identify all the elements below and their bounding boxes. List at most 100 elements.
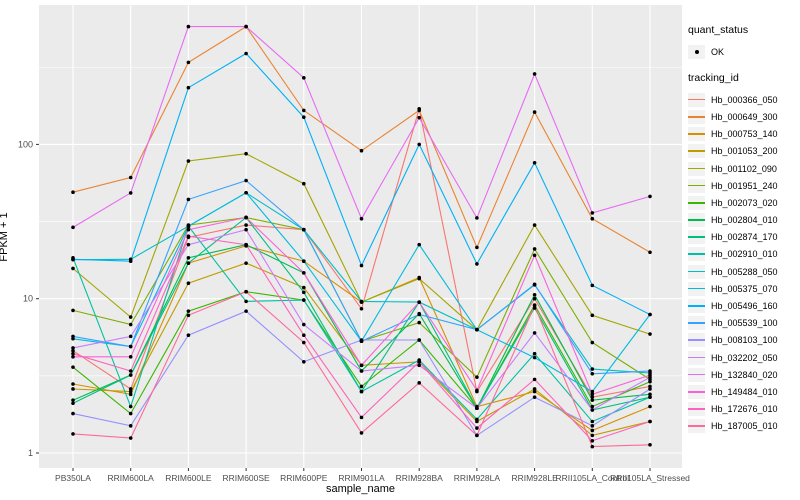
x-tick-label: RRIM600LE (165, 473, 212, 483)
data-point (359, 307, 364, 311)
data-point (590, 392, 595, 397)
data-point (475, 406, 479, 411)
data-point (302, 115, 306, 120)
data-point (128, 191, 133, 195)
x-tick-label: RRIM600LA (108, 473, 155, 483)
data-point (244, 242, 248, 247)
data-point (71, 190, 75, 195)
legend-entry: Hb_187005_010 (688, 418, 800, 435)
data-point (590, 424, 595, 428)
data-point (186, 234, 191, 239)
data-point (244, 299, 248, 304)
data-point (302, 76, 306, 80)
data-point (648, 369, 652, 373)
data-point (128, 175, 133, 180)
data-point (417, 300, 422, 304)
data-point (186, 333, 191, 338)
data-point (71, 266, 75, 271)
data-point (590, 367, 595, 371)
data-point (302, 340, 306, 345)
data-point (244, 151, 248, 156)
data-point (532, 377, 537, 382)
data-point (128, 315, 133, 319)
data-point (302, 181, 306, 186)
data-point (71, 346, 75, 350)
data-point (417, 242, 422, 247)
data-point (475, 216, 479, 220)
data-point (475, 417, 479, 422)
y-tick-label: 1 (28, 448, 33, 458)
data-point (128, 424, 133, 428)
line-swatch-icon (688, 230, 705, 245)
data-point (475, 426, 479, 430)
legend-entry: Hb_132840_020 (688, 366, 800, 383)
data-point (590, 372, 595, 376)
data-point (475, 245, 479, 250)
legend-entry-label: Hb_005288_050 (711, 266, 778, 277)
x-axis-title: sample_name (325, 483, 396, 495)
data-point (128, 392, 133, 397)
data-point (648, 404, 652, 409)
legend-entry-label: Hb_187005_010 (711, 421, 778, 432)
legend-entry-label: Hb_000366_050 (711, 94, 778, 105)
line-swatch-icon (688, 419, 705, 434)
line-swatch-icon (688, 109, 705, 124)
data-point (186, 261, 191, 265)
data-point (417, 276, 422, 281)
legend-entry-label: Hb_005539_100 (711, 318, 778, 329)
y-axis-title: FPKM + 1 (0, 212, 10, 262)
data-point (128, 404, 133, 409)
data-point (590, 428, 595, 433)
data-point (475, 388, 479, 393)
x-tick-label: RRIM901LA (338, 473, 385, 483)
data-point (71, 387, 75, 391)
data-point (71, 401, 75, 406)
data-point (532, 223, 537, 227)
line-swatch-icon (688, 161, 705, 176)
data-point (590, 404, 595, 409)
line-swatch-icon (688, 92, 705, 107)
data-point (590, 340, 595, 345)
data-point (244, 309, 248, 313)
legend-entry-label: Hb_002910_010 (711, 249, 778, 260)
data-point (648, 419, 652, 424)
data-point (71, 365, 75, 369)
data-point (532, 253, 537, 258)
legend-entry: Hb_005288_050 (688, 263, 800, 280)
data-point (590, 438, 595, 443)
legend-entry-label: Hb_000753_140 (711, 129, 778, 140)
data-point (590, 419, 595, 424)
line-swatch-icon (688, 213, 705, 228)
data-point (359, 431, 364, 435)
x-tick-label: RRIM928LA (454, 473, 501, 483)
data-point (186, 256, 191, 260)
data-point (475, 433, 479, 438)
data-point (417, 320, 422, 325)
legend-quant-status: quant_status OK (688, 24, 800, 60)
ok-point-icon (688, 44, 705, 59)
data-point (532, 160, 537, 165)
data-point (648, 194, 652, 199)
legend-entry: Hb_032202_050 (688, 349, 800, 366)
data-point (417, 115, 422, 120)
data-point (244, 190, 248, 195)
line-swatch-icon (688, 384, 705, 399)
data-point (648, 250, 652, 255)
legend-quant-status-title: quant_status (688, 24, 749, 36)
data-point (244, 24, 248, 29)
data-point (128, 334, 133, 339)
data-point (186, 159, 191, 163)
legend-entry: Hb_172676_010 (688, 401, 800, 418)
data-point (532, 303, 537, 308)
y-tick-label: 10 (23, 294, 33, 304)
legend-entry: Hb_002073_020 (688, 194, 800, 211)
data-point (590, 313, 595, 318)
data-point (590, 395, 595, 399)
line-swatch-icon (688, 367, 705, 382)
x-tick-label: RRII105LA_Control (555, 473, 629, 483)
data-point (532, 296, 537, 301)
data-point (590, 211, 595, 215)
data-point (71, 351, 75, 356)
data-point (128, 373, 133, 377)
